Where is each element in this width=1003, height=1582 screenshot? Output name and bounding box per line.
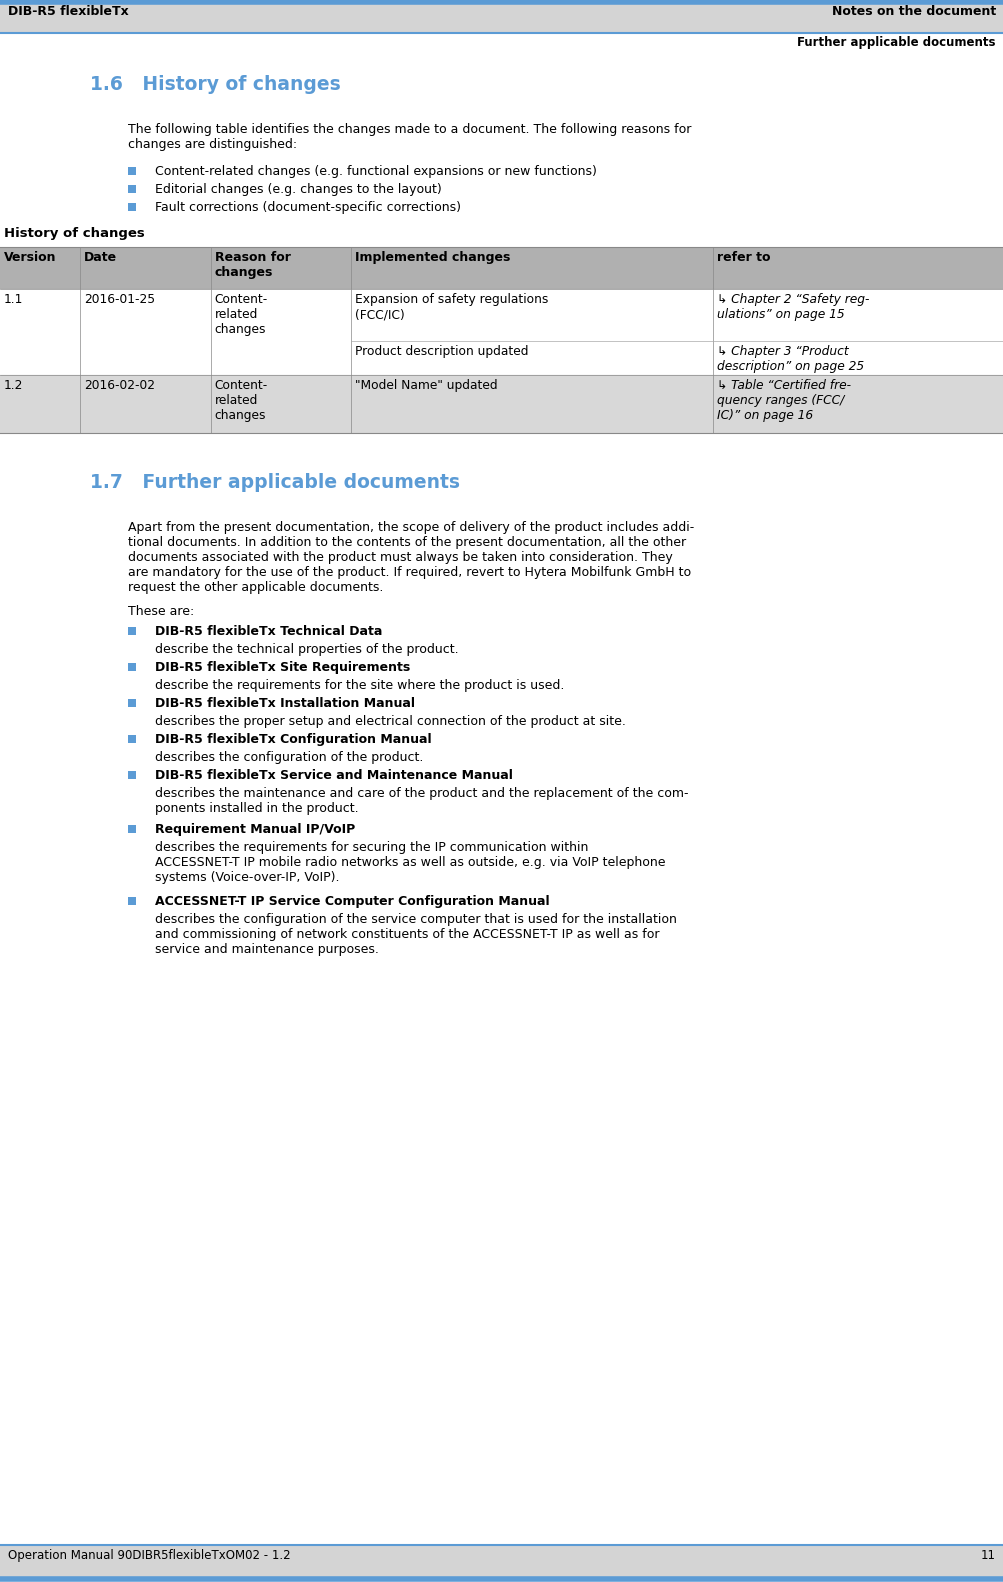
Text: DIB-R5 flexibleTx Site Requirements: DIB-R5 flexibleTx Site Requirements — [154, 661, 410, 674]
Text: refer to: refer to — [716, 252, 769, 264]
Text: Reason for
changes: Reason for changes — [215, 252, 291, 278]
Text: Further applicable documents: Further applicable documents — [796, 36, 995, 49]
Text: DIB-R5 flexibleTx Installation Manual: DIB-R5 flexibleTx Installation Manual — [154, 698, 414, 710]
Text: Expansion of safety regulations
(FCC/IC): Expansion of safety regulations (FCC/IC) — [355, 293, 549, 321]
Bar — [127, 202, 135, 210]
Text: "Model Name" updated: "Model Name" updated — [355, 380, 497, 392]
Text: Apart from the present documentation, the scope of delivery of the product inclu: Apart from the present documentation, th… — [127, 520, 693, 593]
Text: ↳ Chapter 2 “Safety reg-
ulations” on page 15: ↳ Chapter 2 “Safety reg- ulations” on pa… — [716, 293, 869, 321]
Text: Fault corrections (document-specific corrections): Fault corrections (document-specific cor… — [154, 201, 460, 214]
Text: Product description updated: Product description updated — [355, 345, 529, 358]
Bar — [0, 1546, 1003, 1577]
Bar — [127, 736, 135, 744]
Text: ↳ Table “Certified fre-
quency ranges (FCC/
IC)” on page 16: ↳ Table “Certified fre- quency ranges (F… — [716, 380, 850, 422]
Bar — [127, 185, 135, 193]
Bar — [127, 699, 135, 707]
Text: Operation Manual 90DIBR5flexibleTxOM02 - 1.2: Operation Manual 90DIBR5flexibleTxOM02 -… — [8, 1549, 290, 1561]
Text: Content-
related
changes: Content- related changes — [215, 293, 268, 335]
Text: describes the maintenance and care of the product and the replacement of the com: describes the maintenance and care of th… — [154, 786, 688, 815]
Bar — [0, 375, 1003, 433]
Bar — [0, 290, 1003, 375]
Text: 2016-02-02: 2016-02-02 — [84, 380, 155, 392]
Bar — [0, 247, 1003, 290]
Text: Version: Version — [4, 252, 56, 264]
Text: 1.6   History of changes: 1.6 History of changes — [90, 74, 340, 93]
Bar — [127, 168, 135, 176]
Text: describe the requirements for the site where the product is used.: describe the requirements for the site w… — [154, 679, 564, 691]
Text: Notes on the document: Notes on the document — [830, 5, 995, 17]
Text: These are:: These are: — [127, 604, 194, 619]
Text: describes the configuration of the service computer that is used for the install: describes the configuration of the servi… — [154, 913, 676, 956]
Text: Editorial changes (e.g. changes to the layout): Editorial changes (e.g. changes to the l… — [154, 184, 441, 196]
Bar — [0, 3, 1003, 33]
Text: History of changes: History of changes — [4, 226, 144, 240]
Bar — [127, 626, 135, 634]
Text: DIB-R5 flexibleTx Service and Maintenance Manual: DIB-R5 flexibleTx Service and Maintenanc… — [154, 769, 513, 782]
Text: Content-
related
changes: Content- related changes — [215, 380, 268, 422]
Text: DIB-R5 flexibleTx: DIB-R5 flexibleTx — [8, 5, 128, 17]
Text: describes the requirements for securing the IP communication within
ACCESSNET-T : describes the requirements for securing … — [154, 842, 665, 884]
Bar — [127, 770, 135, 778]
Text: describes the proper setup and electrical connection of the product at site.: describes the proper setup and electrica… — [154, 715, 625, 728]
Text: Requirement Manual IP/VoIP: Requirement Manual IP/VoIP — [154, 823, 355, 835]
Text: DIB-R5 flexibleTx Configuration Manual: DIB-R5 flexibleTx Configuration Manual — [154, 732, 431, 747]
Bar — [127, 824, 135, 834]
Bar — [127, 663, 135, 671]
Text: 1.7   Further applicable documents: 1.7 Further applicable documents — [90, 473, 459, 492]
Text: Implemented changes: Implemented changes — [355, 252, 511, 264]
Text: describe the technical properties of the product.: describe the technical properties of the… — [154, 642, 458, 657]
Text: describes the configuration of the product.: describes the configuration of the produ… — [154, 751, 423, 764]
Text: 11: 11 — [980, 1549, 995, 1561]
Text: 2016-01-25: 2016-01-25 — [84, 293, 155, 305]
Text: 1.1: 1.1 — [4, 293, 23, 305]
Text: ↳ Chapter 3 “Product
description” on page 25: ↳ Chapter 3 “Product description” on pag… — [716, 345, 864, 373]
Text: Content-related changes (e.g. functional expansions or new functions): Content-related changes (e.g. functional… — [154, 165, 596, 179]
Text: The following table identifies the changes made to a document. The following rea: The following table identifies the chang… — [127, 123, 691, 150]
Text: DIB-R5 flexibleTx Technical Data: DIB-R5 flexibleTx Technical Data — [154, 625, 382, 638]
Text: 1.2: 1.2 — [4, 380, 23, 392]
Text: ACCESSNET-T IP Service Computer Configuration Manual: ACCESSNET-T IP Service Computer Configur… — [154, 895, 549, 908]
Text: Date: Date — [84, 252, 117, 264]
Bar — [127, 897, 135, 905]
